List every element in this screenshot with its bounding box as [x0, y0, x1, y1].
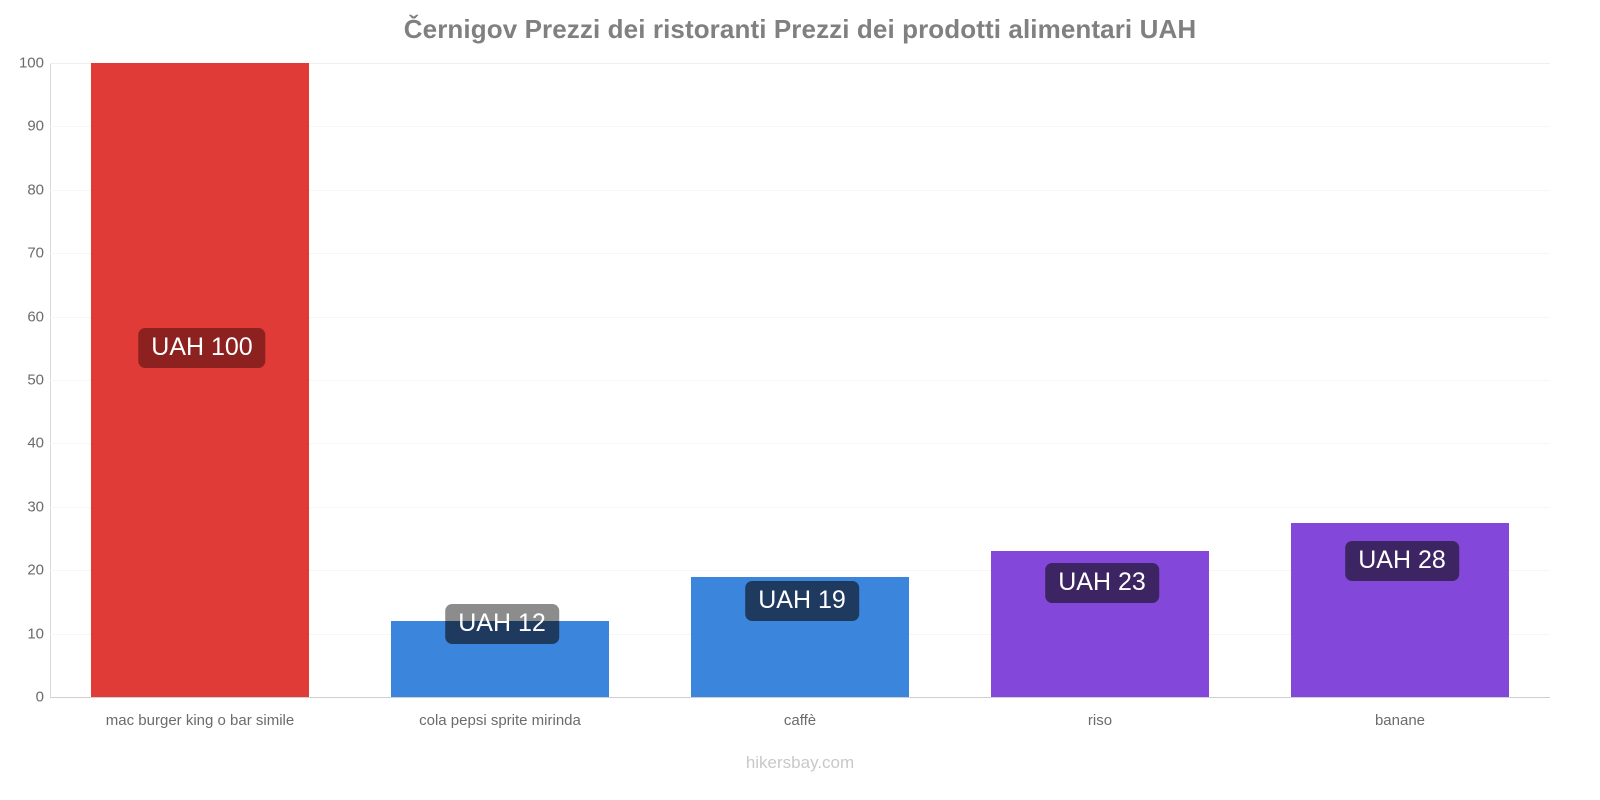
x-axis-line [50, 697, 1550, 698]
y-axis-tick-label: 60 [27, 308, 44, 326]
x-axis-category-label: cola pepsi sprite mirinda [419, 712, 581, 729]
y-axis-tick-label: 20 [27, 561, 44, 579]
bar-value-label: UAH 100 [138, 328, 266, 369]
bar[interactable] [91, 63, 309, 697]
y-axis-tick-labels: 0 10 20 30 40 50 60 70 80 90 100 [0, 55, 44, 706]
x-axis-category-label: caffè [783, 712, 817, 729]
y-axis-tick-label: 70 [27, 244, 44, 262]
gridline [50, 570, 1550, 572]
gridline [50, 63, 1550, 64]
gridline [50, 126, 1550, 128]
y-axis-tick-label: 100 [18, 54, 44, 72]
x-axis-category-label: mac burger king o bar simile [105, 712, 295, 729]
plot-area: UAH 100 UAH 12 UAH 19 UAH 23 UAH 28 [50, 63, 1550, 698]
y-axis-tick-label: 30 [27, 498, 44, 516]
gridline [50, 189, 1550, 191]
y-axis-tick-label: 90 [27, 117, 44, 135]
bar-value-label: UAH 12 [445, 604, 559, 645]
gridline [50, 506, 1550, 508]
chart-title: Černigov Prezzi dei ristoranti Prezzi de… [403, 14, 1197, 44]
y-axis-tick-label: 80 [27, 181, 44, 199]
source-watermark: hikersbay.com [745, 753, 855, 772]
x-axis-category-label: riso [1087, 712, 1113, 729]
x-axis-category-label: banane [1374, 712, 1426, 729]
bar-value-label: UAH 19 [745, 580, 859, 621]
y-axis-tick-label: 0 [35, 688, 44, 706]
bar-value-label: UAH 28 [1345, 540, 1459, 581]
x-axis-category-labels: mac burger king o bar simile cola pepsi s… [50, 712, 1550, 740]
gridline [50, 316, 1550, 318]
gridline [50, 380, 1550, 381]
y-axis-tick-label: 10 [27, 625, 44, 643]
y-axis-tick-label: 40 [27, 434, 44, 452]
gridline [50, 253, 1550, 255]
gridline [50, 443, 1550, 445]
y-axis-tick-label: 50 [27, 371, 44, 389]
bar-value-label: UAH 23 [1045, 562, 1159, 603]
